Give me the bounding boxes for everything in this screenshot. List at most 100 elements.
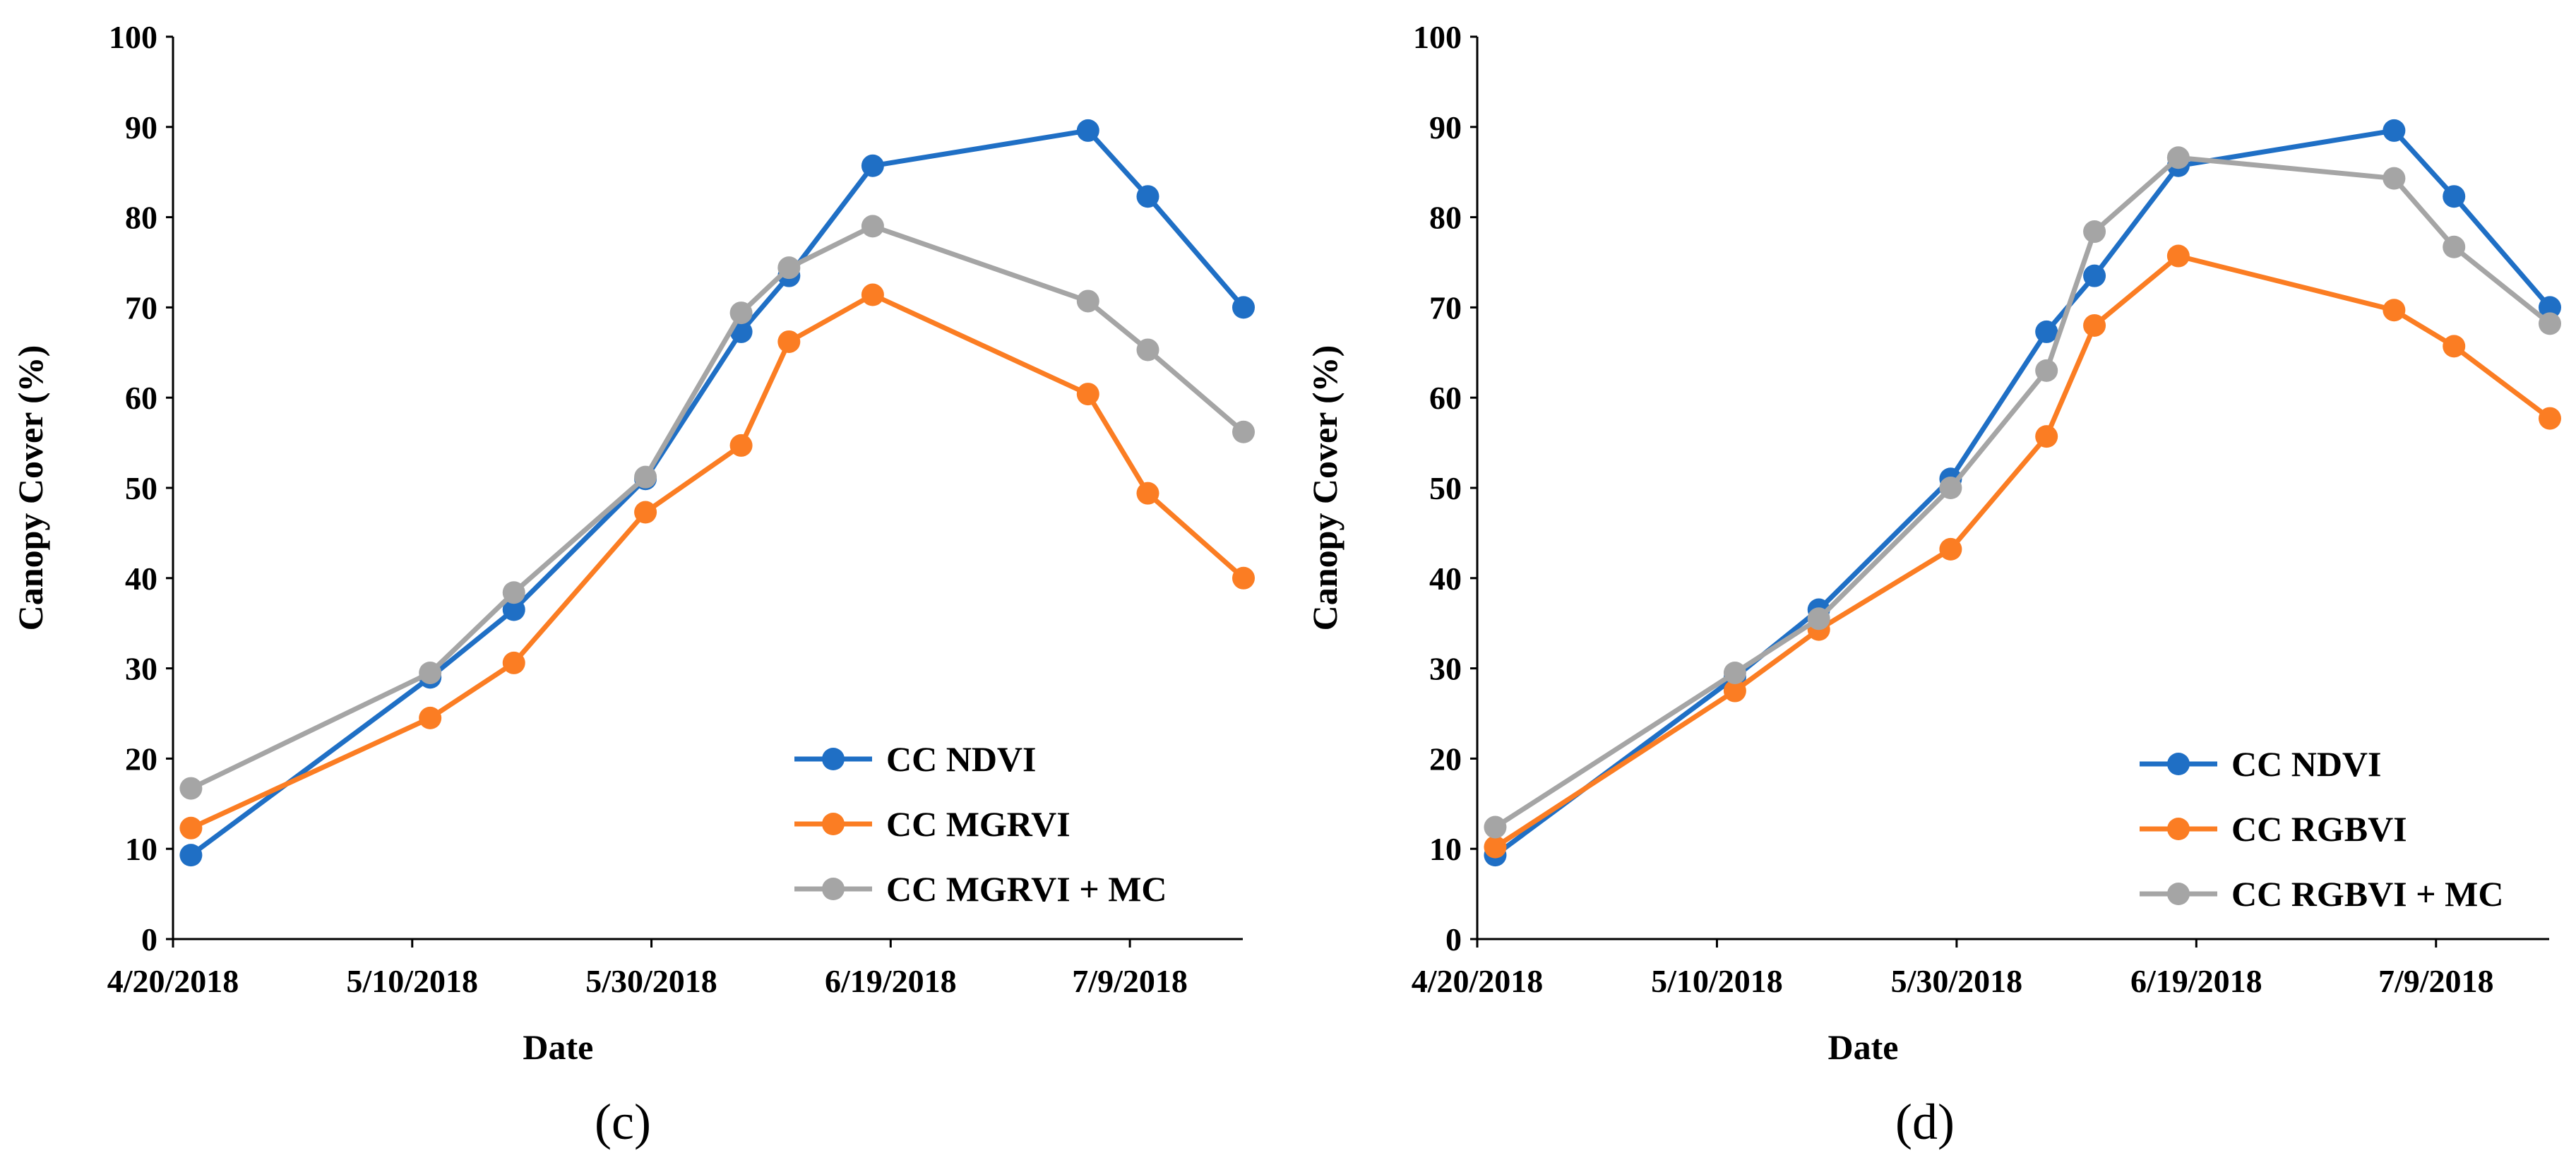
data-point-c-0-6 xyxy=(861,154,884,177)
legend-swatch-marker xyxy=(822,813,845,835)
data-point-d-2-4 xyxy=(2035,359,2058,382)
data-point-c-0-0 xyxy=(179,844,203,867)
data-point-c-0-2 xyxy=(502,598,525,621)
data-point-c-2-2 xyxy=(502,581,525,604)
series-line-c-0 xyxy=(189,128,1246,857)
data-point-d-2-2 xyxy=(1807,607,1830,631)
y-tick-label: 90 xyxy=(1429,109,1462,145)
legend: CC NDVI CC MGRVI CC MGRVI + MC xyxy=(794,739,1167,909)
y-tick-label: 100 xyxy=(1413,19,1462,55)
data-point-c-2-3 xyxy=(634,465,657,489)
data-point-c-2-4 xyxy=(729,301,753,325)
data-point-c-2-0 xyxy=(179,777,203,800)
data-point-d-2-1 xyxy=(1723,661,1746,684)
data-point-c-1-1 xyxy=(419,706,442,729)
panel-label: (c) xyxy=(595,1094,651,1150)
legend-entry-label: CC MGRVI xyxy=(886,804,1071,844)
x-tick-label: 6/19/2018 xyxy=(825,963,957,999)
chart-panel-d: 0 10 20 30 40 50 60 70 80 90 100 4/20/2018 5/10/2018… xyxy=(1305,19,2562,1150)
data-point-c-2-1 xyxy=(419,661,442,684)
data-point-c-2-7 xyxy=(1076,289,1099,313)
x-tick-label: 5/30/2018 xyxy=(1891,963,2023,999)
data-point-d-2-9 xyxy=(2539,312,2562,335)
data-point-c-2-5 xyxy=(777,256,801,280)
data-point-d-2-8 xyxy=(2443,235,2466,258)
legend-swatch-marker xyxy=(2167,883,2190,905)
data-point-c-0-7 xyxy=(1076,119,1099,142)
x-tick-label: 5/10/2018 xyxy=(346,963,478,999)
y-tick-label: 90 xyxy=(125,109,157,145)
data-point-c-1-7 xyxy=(1076,383,1099,406)
legend-swatch-marker xyxy=(822,878,845,900)
data-point-c-1-4 xyxy=(729,434,753,457)
y-tick-label: 10 xyxy=(1429,831,1462,867)
legend-entry-label: CC MGRVI + MC xyxy=(886,869,1167,909)
data-point-d-1-3 xyxy=(1939,537,1962,561)
legend-entry-label: CC RGBVI xyxy=(2231,809,2407,849)
y-tick-label: 0 xyxy=(1445,921,1462,957)
y-tick-label: 80 xyxy=(125,200,157,236)
data-point-c-1-8 xyxy=(1136,482,1159,505)
series-line-c-1 xyxy=(189,292,1246,830)
data-point-d-2-5 xyxy=(2083,220,2106,244)
data-point-d-1-5 xyxy=(2083,313,2106,337)
y-tick-label: 30 xyxy=(1429,651,1462,687)
data-point-d-1-1 xyxy=(1723,679,1746,703)
data-point-c-2-8 xyxy=(1136,338,1159,362)
data-point-d-0-7 xyxy=(2383,119,2406,142)
x-tick-label: 5/30/2018 xyxy=(585,963,717,999)
y-axis-title: Canopy Cover (%) xyxy=(1305,345,1344,631)
y-tick-label: 40 xyxy=(125,561,157,597)
x-tick-label: 4/20/2018 xyxy=(1412,963,1544,999)
y-tick-label: 0 xyxy=(141,921,157,957)
data-point-c-1-6 xyxy=(861,283,884,306)
series-line-d-1 xyxy=(1493,253,2552,849)
y-tick-label: 50 xyxy=(1429,470,1462,506)
data-point-d-1-9 xyxy=(2539,407,2562,430)
legend-entry-label: CC RGBVI + MC xyxy=(2231,874,2503,914)
data-point-d-2-0 xyxy=(1484,816,1507,839)
y-axis-title: Canopy Cover (%) xyxy=(11,345,50,631)
data-point-d-0-8 xyxy=(2443,185,2466,208)
data-point-d-1-7 xyxy=(2383,299,2406,322)
x-tick-label: 6/19/2018 xyxy=(2130,963,2262,999)
series-line-d-2 xyxy=(1493,155,2552,830)
data-point-d-2-6 xyxy=(2166,146,2190,169)
data-point-c-0-8 xyxy=(1136,185,1159,208)
y-tick-label: 20 xyxy=(125,741,157,777)
data-point-c-1-9 xyxy=(1232,566,1255,590)
y-tick-label: 70 xyxy=(1429,289,1462,325)
x-axis-title: Date xyxy=(1828,1027,1899,1067)
data-point-d-1-0 xyxy=(1484,835,1507,859)
data-point-d-0-4 xyxy=(2035,320,2058,343)
x-tick-label: 4/20/2018 xyxy=(107,963,239,999)
y-tick-label: 40 xyxy=(1429,561,1462,597)
legend-entry-label: CC NDVI xyxy=(2231,744,2382,784)
data-point-d-1-8 xyxy=(2443,335,2466,358)
data-point-c-0-9 xyxy=(1232,296,1255,319)
data-point-d-0-9 xyxy=(2539,296,2562,319)
legend-swatch-marker xyxy=(2167,818,2190,840)
data-point-d-1-4 xyxy=(2035,425,2058,448)
y-tick-label: 10 xyxy=(125,831,157,867)
data-point-c-1-3 xyxy=(634,501,657,524)
y-tick-label: 20 xyxy=(1429,741,1462,777)
y-tick-label: 60 xyxy=(1429,380,1462,416)
x-tick-label: 7/9/2018 xyxy=(2378,963,2494,999)
legend: CC NDVI CC RGBVI CC RGBVI + MC xyxy=(2140,744,2503,914)
data-point-c-2-6 xyxy=(861,215,884,238)
data-point-c-1-0 xyxy=(179,816,203,840)
legend-swatch-marker xyxy=(2167,753,2190,775)
x-tick-label: 7/9/2018 xyxy=(1072,963,1188,999)
data-point-c-1-5 xyxy=(777,330,801,353)
data-point-d-2-7 xyxy=(2383,167,2406,190)
data-point-d-2-3 xyxy=(1939,477,1962,499)
y-tick-label: 30 xyxy=(125,651,157,687)
chart-panel-c: 0 10 20 30 40 50 60 70 80 90 100 4/20/2018 5/10/2018… xyxy=(11,19,1255,1150)
data-point-d-1-6 xyxy=(2166,244,2190,268)
y-tick-label: 100 xyxy=(109,19,157,55)
y-tick-label: 50 xyxy=(125,470,157,506)
panel-label: (d) xyxy=(1895,1094,1955,1150)
legend-swatch-marker xyxy=(822,748,845,770)
